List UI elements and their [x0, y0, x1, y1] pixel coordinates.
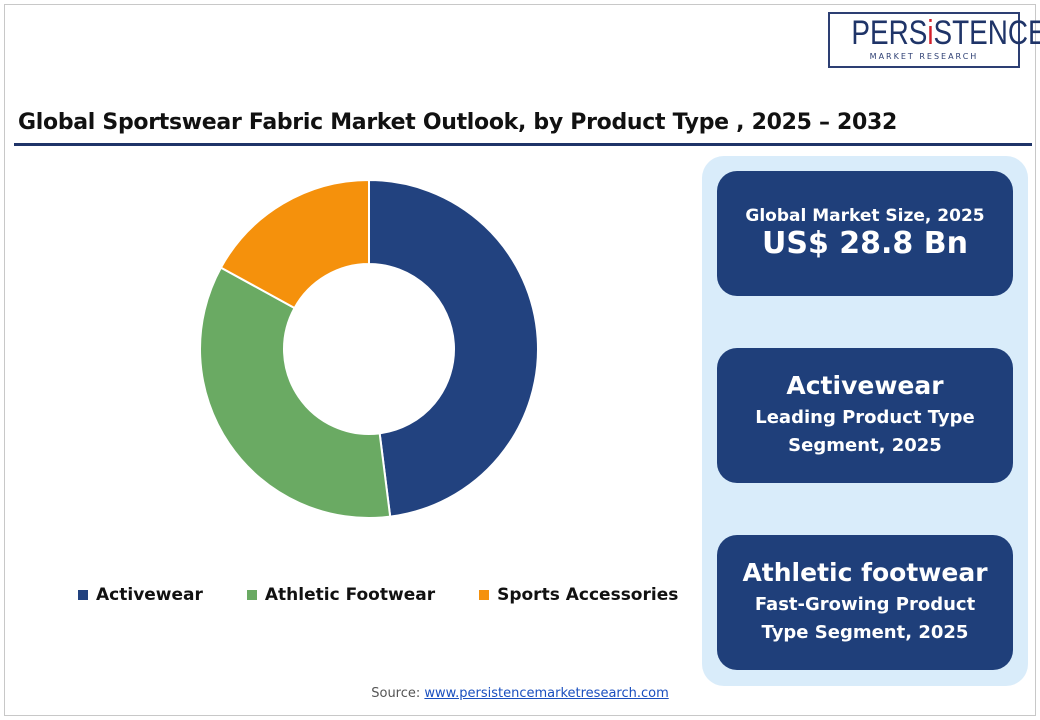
source-link[interactable]: www.persistencemarketresearch.com	[424, 686, 669, 701]
card-value: US$ 28.8 Bn	[762, 226, 968, 261]
legend-label: Activewear	[96, 585, 203, 605]
source-label: Source:	[371, 686, 421, 701]
donut-slice-athletic-footwear	[199, 266, 392, 519]
legend-item-athletic-footwear: Athletic Footwear	[246, 585, 436, 605]
card-sub: Fast-Growing Product	[754, 594, 976, 615]
card-label: Global Market Size, 2025	[745, 206, 985, 226]
legend-swatch	[78, 590, 88, 600]
legend-swatch	[246, 590, 257, 600]
legend-item-sports-accessories: Sports Accessories	[479, 585, 678, 605]
fast-growing-card: Athletic footwear Fast-Growing Product T…	[717, 535, 1013, 670]
source-note: Source: www.persistencemarketresearch.co…	[0, 686, 1040, 701]
donut-slice-sports-accessories	[219, 178, 370, 310]
persistence-logo: PERSiSTENCE MARKET RESEARCH	[828, 12, 1040, 68]
title-divider	[14, 143, 1032, 146]
legend: Activewear Athletic Footwear Sports Acce…	[78, 585, 722, 605]
legend-swatch	[479, 590, 490, 600]
donut-slice-activewear	[368, 178, 539, 518]
legend-label: Athletic Footwear	[264, 585, 436, 605]
card-sub: Segment, 2025	[788, 435, 942, 456]
legend-label: Sports Accessories	[497, 585, 679, 605]
leading-segment-card: Activewear Leading Product Type Segment,…	[717, 348, 1013, 483]
card-sub: Type Segment, 2025	[761, 622, 969, 643]
card-sub: Leading Product Type	[755, 407, 975, 428]
logo-wordmark: PERSiSTENCE	[851, 14, 1040, 52]
market-size-card: Global Market Size, 2025 US$ 28.8 Bn	[717, 171, 1013, 296]
chart-frame	[4, 4, 1036, 716]
card-heading: Activewear	[786, 371, 944, 400]
legend-item-activewear: Activewear	[78, 585, 203, 605]
chart-title: Global Sportswear Fabric Market Outlook,…	[18, 110, 898, 135]
logo-tagline: MARKET RESEARCH	[869, 52, 979, 61]
card-heading: Athletic footwear	[742, 558, 988, 587]
